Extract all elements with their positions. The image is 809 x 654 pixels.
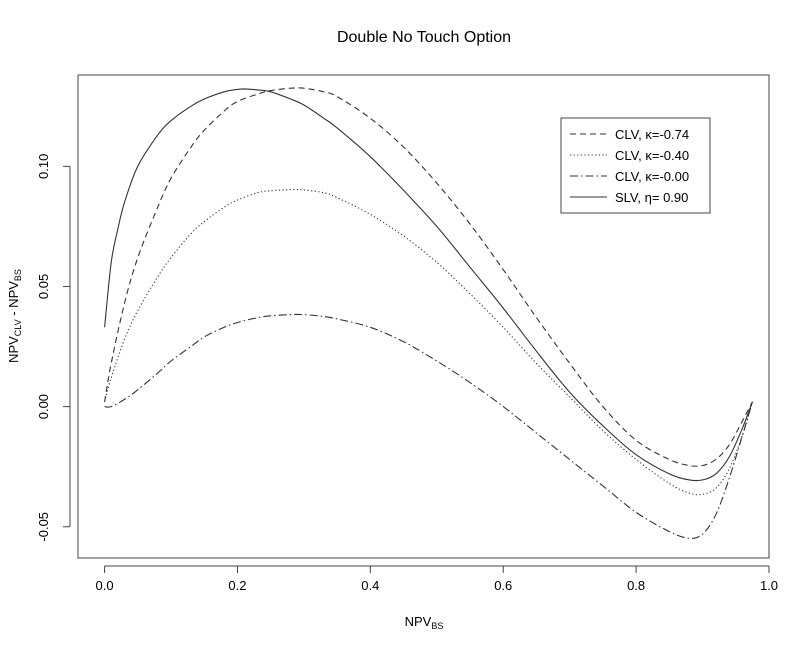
plot-frame [77, 74, 770, 559]
legend: CLV, κ=-0.74 CLV, κ=-0.40 CLV, κ=-0.00 SLV,… [560, 117, 711, 214]
legend-label: CLV, κ=-0.00 [615, 169, 689, 184]
legend-label: CLV, κ=-0.40 [615, 148, 689, 163]
y-tick-label: 0.00 [36, 394, 51, 419]
x-axis: 0.0 0.2 0.4 0.6 0.8 1.0 [96, 565, 778, 593]
series-line-3 [104, 313, 753, 539]
y-axis-label-a-sub: CLV [13, 319, 23, 336]
x-axis-label-main: NPV [405, 614, 432, 629]
x-axis-label: NPVBS [405, 614, 444, 631]
legend-label: SLV, η= 0.90 [615, 190, 688, 205]
x-tick-label: 0.2 [228, 578, 246, 593]
x-tick-label: 0.0 [96, 578, 114, 593]
y-axis-label-a: NPV [6, 336, 21, 363]
y-tick-label: 0.10 [36, 154, 51, 179]
y-axis-label: NPVCLV - NPVBS [6, 269, 23, 363]
y-tick-label: -0.05 [36, 512, 51, 542]
series-line-4 [104, 88, 753, 482]
x-tick-label: 0.6 [494, 578, 512, 593]
series-group [104, 87, 753, 539]
y-axis-label-sep: - [6, 308, 21, 320]
y-axis-label-b: NPV [6, 281, 21, 308]
y-axis: -0.05 0.00 0.05 0.10 [36, 154, 71, 542]
y-tick-label: 0.05 [36, 274, 51, 299]
x-tick-label: 0.8 [627, 578, 645, 593]
x-axis-label-sub: BS [431, 621, 443, 631]
x-tick-label: 1.0 [760, 578, 778, 593]
y-axis-label-b-sub: BS [13, 269, 23, 281]
x-tick-label: 0.4 [361, 578, 379, 593]
chart-title: Double No Touch Option [337, 29, 511, 46]
series-line-2 [104, 188, 753, 496]
legend-label: CLV, κ=-0.74 [615, 127, 689, 142]
